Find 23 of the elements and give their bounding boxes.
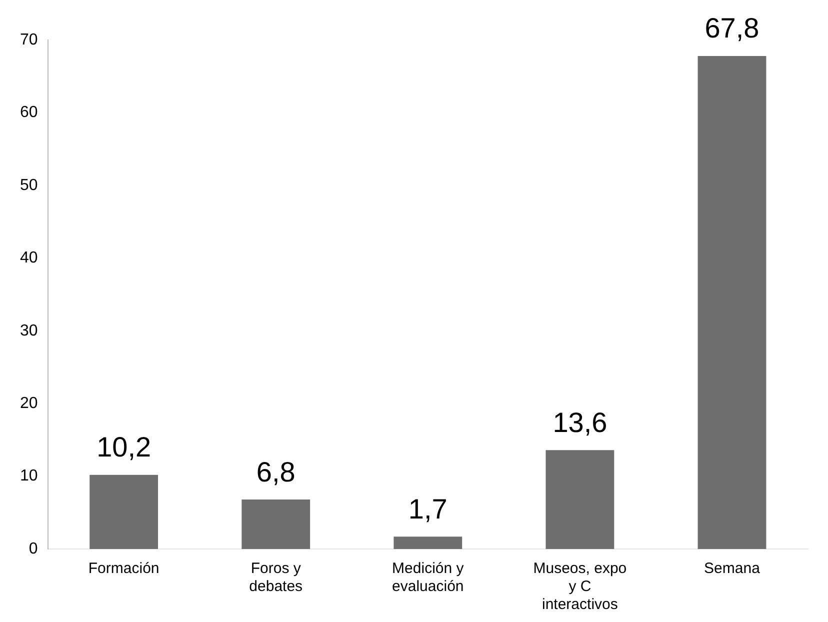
bar: [546, 450, 614, 549]
data-label: 13,6: [552, 406, 608, 438]
bar: [394, 536, 462, 549]
y-tick-label: 70: [20, 31, 38, 48]
x-tick-label: Formación: [88, 560, 160, 578]
x-tick-label: Foros y debates: [249, 560, 303, 596]
x-tick-label: Museos, expo y C interactivos: [533, 560, 627, 614]
y-tick-label: 50: [20, 176, 38, 194]
bar: [698, 56, 766, 549]
data-label: 10,2: [96, 432, 152, 463]
y-tick-label: 40: [20, 250, 38, 267]
bar: [90, 474, 158, 549]
y-tick-label: 20: [20, 394, 38, 412]
x-tick-label: Semana: [704, 560, 761, 578]
bar: [242, 500, 310, 549]
data-label: 1,7: [408, 493, 448, 524]
y-tick-label: 30: [20, 322, 38, 340]
y-tick-label: 0: [28, 540, 38, 558]
x-tick-label: Medición y evaluación: [392, 560, 464, 596]
data-label: 6,8: [256, 456, 296, 488]
y-tick-label: 60: [20, 104, 38, 122]
y-tick-label: 10: [20, 468, 38, 485]
data-label: 67,8: [704, 12, 760, 44]
